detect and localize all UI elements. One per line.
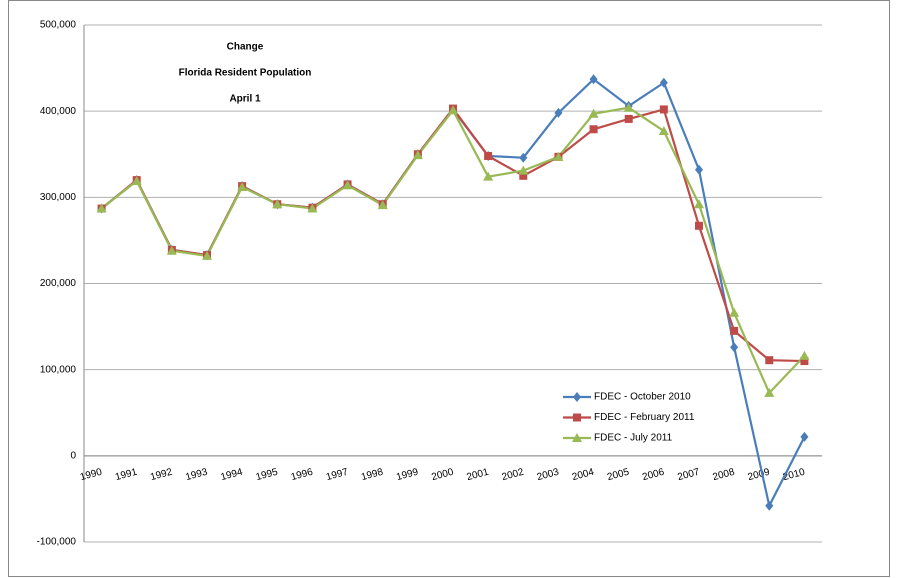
point (695, 221, 703, 230)
point (588, 108, 599, 118)
point (800, 431, 809, 442)
point (764, 387, 775, 397)
point (765, 356, 774, 365)
point (624, 114, 633, 123)
point (518, 165, 529, 175)
point (96, 203, 107, 213)
point (695, 164, 703, 175)
point (307, 203, 318, 213)
point (658, 125, 669, 135)
point (342, 180, 353, 190)
point (448, 105, 458, 115)
point (659, 105, 668, 114)
point (377, 200, 388, 210)
point (729, 307, 740, 317)
point (572, 433, 582, 442)
point (166, 245, 177, 255)
point (131, 175, 142, 185)
chart-title: Change (227, 42, 264, 53)
point (589, 125, 598, 134)
point (483, 171, 494, 181)
point (799, 350, 810, 360)
point (800, 357, 809, 366)
point (272, 199, 283, 209)
point (694, 199, 704, 209)
point (589, 74, 598, 85)
point (237, 181, 248, 191)
y-tick-label: 300,000 (40, 192, 77, 203)
chart-title: Florida Resident Population (179, 68, 312, 79)
chart-frame (8, 0, 890, 577)
y-tick-label: -100,000 (37, 537, 77, 548)
point (519, 152, 528, 163)
y-tick-label: 400,000 (40, 106, 77, 117)
point (623, 102, 634, 112)
chart-title: April 1 (229, 94, 261, 105)
legend-label: FDEC - October 2010 (594, 392, 691, 403)
point (202, 250, 212, 260)
point (765, 500, 774, 511)
y-tick-label: 500,000 (40, 20, 77, 31)
point (553, 151, 564, 161)
point (484, 151, 493, 160)
legend-label: FDEC - July 2011 (594, 433, 673, 444)
point (412, 150, 423, 160)
point (554, 107, 563, 118)
y-tick-label: 0 (70, 450, 76, 461)
point (519, 171, 528, 180)
point (730, 342, 739, 353)
y-tick-label: 100,000 (40, 364, 77, 375)
point (659, 77, 668, 88)
legend-label: FDEC - February 2011 (594, 412, 695, 423)
point (730, 326, 739, 335)
y-tick-label: 200,000 (40, 278, 77, 289)
point (573, 413, 581, 422)
point (573, 392, 581, 402)
